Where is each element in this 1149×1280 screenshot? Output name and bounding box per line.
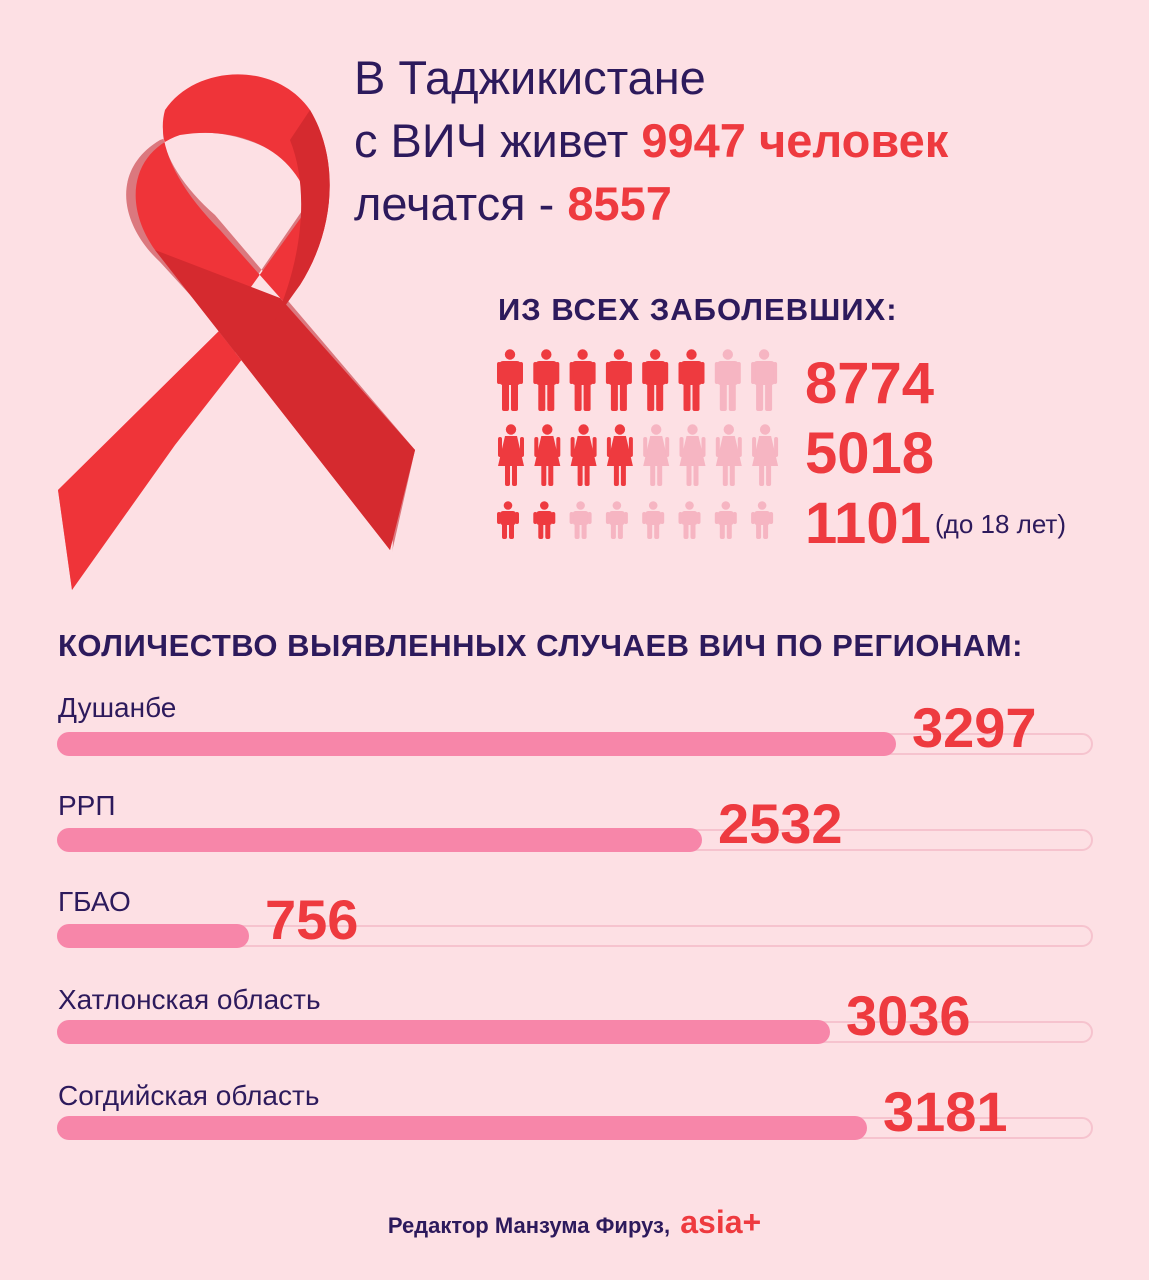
bar-value-label: 756 — [265, 888, 359, 951]
children-age-note: (до 18 лет) — [935, 509, 1066, 539]
footer: Редактор Манзума Фируз, asia+ — [0, 1204, 1149, 1241]
child-icon — [533, 501, 556, 539]
person-icons — [497, 349, 778, 411]
bar — [57, 1116, 867, 1140]
children-icon-row — [497, 501, 787, 539]
treated-count: 8557 — [567, 177, 672, 230]
asia-plus-logo: asia+ — [680, 1204, 762, 1240]
bar-value-label: 3297 — [912, 696, 1037, 759]
men-icon-row — [497, 349, 787, 411]
woman-icon — [570, 424, 597, 486]
bar-value-label: 3181 — [883, 1080, 1008, 1143]
headline-line-2-text: с ВИЧ живет — [354, 114, 642, 167]
child-icon — [678, 501, 701, 539]
woman-icon — [679, 424, 706, 486]
bar — [57, 732, 896, 756]
bar-category-label: Хатлонская область — [58, 984, 321, 1015]
bar-category-label: Согдийская область — [58, 1080, 320, 1111]
man-icon — [678, 349, 705, 411]
man-icon — [751, 349, 778, 411]
bar-value-label: 2532 — [718, 792, 843, 855]
man-icon — [714, 349, 741, 411]
woman-icon — [534, 424, 561, 486]
person-icons — [498, 424, 779, 486]
person-icons — [497, 501, 774, 539]
bar — [57, 1020, 830, 1044]
child-icon — [714, 501, 737, 539]
women-count: 5018 — [805, 421, 935, 486]
bar — [57, 924, 249, 948]
bar-category-label: Душанбе — [58, 692, 177, 723]
editor-credit: Редактор Манзума Фируз, — [387, 1213, 671, 1238]
child-icon — [569, 501, 592, 539]
man-icon — [605, 349, 632, 411]
woman-icon — [715, 424, 742, 486]
child-icon — [497, 501, 519, 539]
bar-category-label: ГБАО — [58, 886, 131, 917]
woman-icon — [606, 424, 633, 486]
headline-line-2: с ВИЧ живет 9947 человек — [354, 109, 948, 172]
total-infected-count: 9947 человек — [641, 114, 949, 167]
man-icon — [642, 349, 669, 411]
men-count: 8774 — [805, 351, 935, 416]
headline-line-3: лечатся - 8557 — [354, 172, 948, 235]
headline: В Таджикистане с ВИЧ живет 9947 человек … — [354, 46, 948, 235]
child-icon — [605, 501, 628, 539]
women-icon-row — [497, 424, 787, 486]
bar — [57, 828, 702, 852]
woman-icon — [498, 424, 524, 486]
children-count: 1101 — [805, 491, 931, 556]
child-icon — [642, 501, 665, 539]
headline-line-3-text: лечатся - — [354, 177, 568, 230]
woman-icon — [752, 424, 779, 486]
bar-value-label: 3036 — [846, 984, 971, 1047]
man-icon — [533, 349, 560, 411]
regions-chart-title: КОЛИЧЕСТВО ВЫЯВЛЕННЫХ СЛУЧАЕВ ВИЧ ПО РЕГ… — [58, 628, 1023, 663]
child-icon — [751, 501, 774, 539]
breakdown-heading: ИЗ ВСЕХ ЗАБОЛЕВШИХ: — [498, 292, 898, 327]
awareness-ribbon-icon — [58, 74, 415, 591]
woman-icon — [643, 424, 670, 486]
headline-line-1: В Таджикистане — [354, 51, 706, 104]
man-icon — [569, 349, 596, 411]
man-icon — [497, 349, 523, 411]
bar-category-label: РРП — [58, 790, 116, 821]
